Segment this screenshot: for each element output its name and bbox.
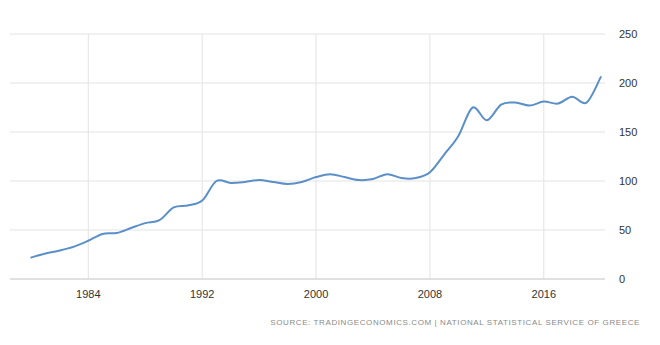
y-grid-line xyxy=(10,132,605,133)
x-tick-label: 2016 xyxy=(532,288,556,300)
y-tick-label: 100 xyxy=(619,175,637,187)
x-grid-line xyxy=(316,34,317,279)
y-tick-label: 150 xyxy=(619,126,637,138)
x-grid-line xyxy=(202,34,203,279)
x-tick-label: 2000 xyxy=(304,288,328,300)
data-line xyxy=(31,77,600,257)
y-tick-label: 250 xyxy=(619,28,637,40)
grid xyxy=(10,34,605,279)
chart-container: 0 50 100 150 200 250 1984 1992 2000 2008 2016 SOURC… xyxy=(0,0,660,345)
x-tick-label: 2008 xyxy=(418,288,442,300)
x-grid-line xyxy=(429,34,430,279)
chart-svg: 0 50 100 150 200 250 1984 1992 2000 2008 2016 SOURC… xyxy=(0,0,660,345)
x-tick-label: 1984 xyxy=(76,288,100,300)
x-axis-line xyxy=(10,279,605,280)
x-tick-label: 1992 xyxy=(190,288,214,300)
plot-area xyxy=(31,77,600,257)
x-grid-line xyxy=(88,34,89,279)
y-tick-label: 0 xyxy=(619,273,625,285)
x-grid-line xyxy=(543,34,544,279)
y-grid-line xyxy=(10,83,605,84)
y-tick-label: 50 xyxy=(619,224,631,236)
y-grid-line xyxy=(10,34,605,35)
y-grid-line xyxy=(10,279,605,280)
source-note: SOURCE: TRADINGECONOMICS.COM | NATIONAL … xyxy=(270,318,640,327)
y-tick-label: 200 xyxy=(619,77,637,89)
y-grid-line xyxy=(10,230,605,231)
